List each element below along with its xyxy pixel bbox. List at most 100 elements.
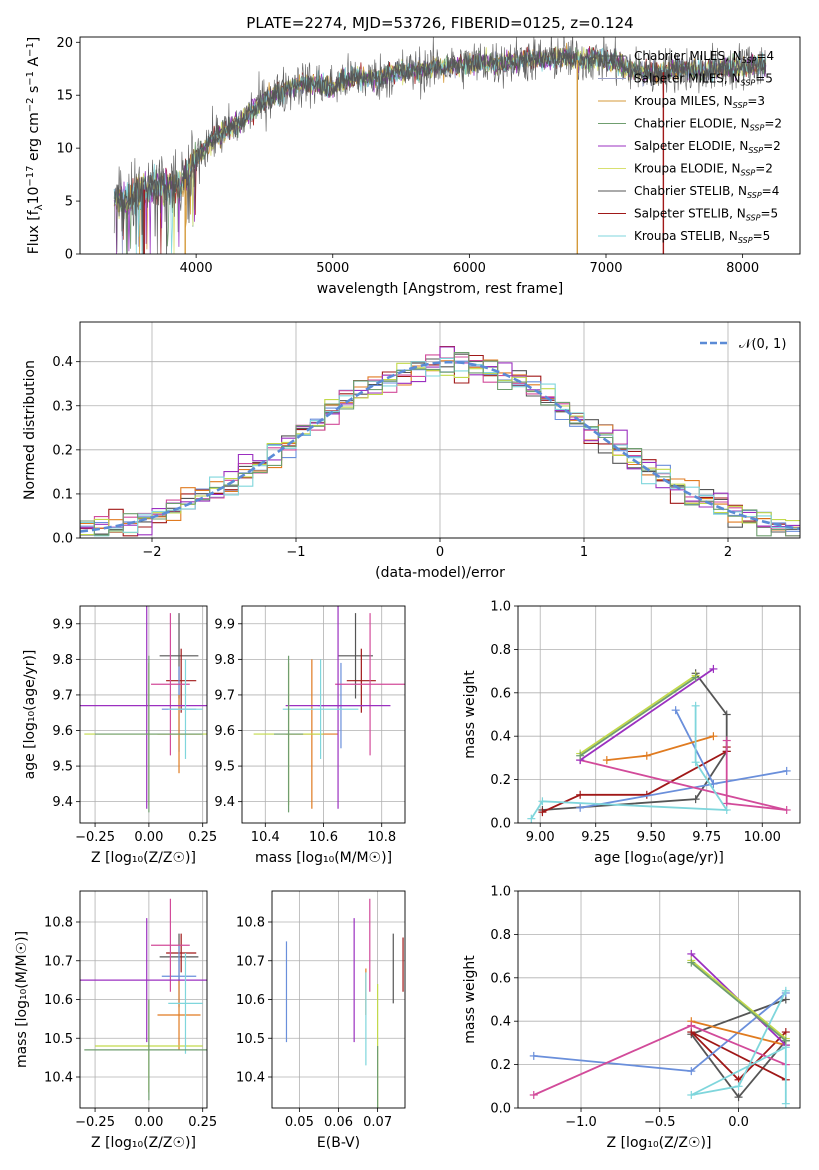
y-tick-label: 0.6 <box>490 971 511 986</box>
normal-curve <box>80 360 800 533</box>
panel-mass-vs-Z: −0.25 0.00 0.25 10.4 10.5 10.6 10.7 10.8 Z [log₁… <box>14 890 217 1151</box>
axes-frame <box>517 605 801 824</box>
legend-label-sub: SSP <box>748 146 763 155</box>
x-tick-label: 9.50 <box>637 830 666 845</box>
legend-label: Kroupa STELIB, NSSP=5 <box>634 229 770 245</box>
y-tick-label: 0.0 <box>490 817 511 832</box>
panel-weight-vs-age: 9.00 9.25 9.50 9.75 10.00 0.0 0.2 0.4 0.6 0.8 1.0 a… <box>462 600 801 866</box>
legend-label-main: Kroupa STELIB, N <box>634 229 738 243</box>
x-tick-label: −1.0 <box>565 1115 597 1130</box>
y-tick-label: 0.8 <box>490 928 511 943</box>
panel-age-vs-mass: 10.4 10.6 10.8 9.4 9.5 9.6 9.7 9.8 9.9 mass [log₁… <box>214 605 406 866</box>
y-axis-label-part: 10 <box>26 187 42 205</box>
y-tick-label: 0.2 <box>52 443 73 458</box>
x-tick-label: 9.00 <box>526 830 555 845</box>
y-tick-label: 0.4 <box>490 730 511 745</box>
legend-label-sub: SSP <box>741 169 756 178</box>
x-tick-label: 0.00 <box>134 1115 163 1130</box>
chart-title: PLATE=2274, MJD=53726, FIBERID=0125, z=0… <box>246 14 633 32</box>
x-axis-label: age [log₁₀(age/yr)] <box>594 850 724 866</box>
x-tick-label: 0.0 <box>728 1115 749 1130</box>
x-tick-label: 10.4 <box>251 830 280 845</box>
y-tick-label: 0.4 <box>52 355 73 370</box>
y-axis-label: mass [log₁₀(M/M☉)] <box>14 931 30 1068</box>
y-tick-label: 10 <box>56 142 73 157</box>
x-axis-label: Z [log₁₀(Z/Z☉)] <box>91 1135 196 1151</box>
y-tick-label: 10.5 <box>44 1032 73 1047</box>
x-axis-label: Z [log₁₀(Z/Z☉)] <box>607 1135 712 1151</box>
legend-label-sub: SSP <box>738 236 753 245</box>
legend-label: Salpeter ELODIE, NSSP=2 <box>634 139 781 155</box>
x-tick-label: 6000 <box>453 261 486 276</box>
plot-area <box>80 898 207 1101</box>
y-axis-label-part: −1 <box>25 42 36 57</box>
panel-weight-vs-Z: −1.0 −0.5 0.0 0.0 0.2 0.4 0.6 0.8 1.0 Z [log₁₀(Z/… <box>462 885 801 1151</box>
x-tick-label: 0.00 <box>134 830 163 845</box>
y-tick-label: 0.4 <box>490 1015 511 1030</box>
y-axis-label-part: λ <box>34 204 45 210</box>
x-tick-label: 0.06 <box>324 1115 353 1130</box>
weight-series <box>580 709 787 809</box>
y-tick-label: 10.6 <box>44 993 73 1008</box>
weight-series <box>579 740 787 811</box>
legend-label: Salpeter MILES, NSSP=5 <box>634 72 773 88</box>
y-tick-label: 1.0 <box>490 885 511 900</box>
panel-spectrum: 4000 5000 6000 7000 8000 0 5 10 15 20 wavelength [… <box>25 14 801 297</box>
legend-label-tail: =3 <box>747 94 765 108</box>
y-tick-label: 9.9 <box>52 617 73 632</box>
plot-area <box>113 37 767 254</box>
y-tick-label: 10.5 <box>236 1032 265 1047</box>
x-axis-label: mass [log₁₀(M/M☉)] <box>255 850 392 866</box>
y-axis-label-part: Flux [f <box>26 209 42 254</box>
y-axis-label-part: −17 <box>25 165 36 186</box>
legend-label: Chabrier STELIB, NSSP=4 <box>634 184 779 200</box>
legend-label-tail: =4 <box>756 49 774 63</box>
y-tick-label: 9.4 <box>214 795 235 810</box>
x-tick-label: −0.25 <box>75 1115 115 1130</box>
legend-label: Kroupa ELODIE, NSSP=2 <box>634 162 773 178</box>
y-tick-label: 10.6 <box>236 993 265 1008</box>
legend-label-tail: =5 <box>755 72 773 86</box>
x-tick-label: 0.25 <box>188 1115 217 1130</box>
y-axis-label-part: −1 <box>25 71 36 86</box>
x-tick-label: 0 <box>436 545 444 560</box>
legend-label-sub: SSP <box>742 56 757 65</box>
weight-series <box>579 676 697 757</box>
y-tick-label: 0 <box>65 248 73 263</box>
x-tick-label: 10.6 <box>309 830 338 845</box>
x-tick-label: −2 <box>142 545 161 560</box>
y-tick-label: 9.7 <box>214 688 235 703</box>
x-axis-label: E(B-V) <box>317 1135 360 1151</box>
axes-frame <box>517 890 801 1109</box>
legend-label-sub: SSP <box>750 124 765 133</box>
y-tick-label: 20 <box>56 36 73 51</box>
y-axis-label: Normed distribution <box>22 360 38 500</box>
legend-label-main: Chabrier MILES, N <box>634 49 742 63</box>
panel-age-vs-Z: −0.25 0.00 0.25 9.4 9.5 9.6 9.7 9.8 9.9 Z [log₁₀(… <box>22 605 217 866</box>
legend-label-sub: SSP <box>746 214 761 223</box>
legend-label-main: Kroupa MILES, N <box>634 94 733 108</box>
x-tick-label: 2 <box>724 545 732 560</box>
x-tick-label: 5000 <box>316 261 349 276</box>
legend-label-sub: SSP <box>741 79 756 88</box>
legend-label-tail: =2 <box>763 139 781 153</box>
legend-label-main: Chabrier STELIB, N <box>634 184 747 198</box>
y-tick-label: 10.7 <box>236 954 265 969</box>
x-tick-label: −0.25 <box>75 830 115 845</box>
legend-label-tail: =2 <box>755 162 773 176</box>
legend-label-sub: SSP <box>733 101 748 110</box>
y-tick-label: 0.1 <box>52 487 73 502</box>
weight-series <box>691 1020 787 1046</box>
x-tick-label: 8000 <box>726 261 759 276</box>
legend-label: Kroupa MILES, NSSP=3 <box>634 94 765 110</box>
x-tick-label: 9.25 <box>581 830 610 845</box>
x-tick-label: 0.05 <box>285 1115 314 1130</box>
legend-label-tail: =2 <box>764 117 782 131</box>
y-tick-label: 9.8 <box>52 653 73 668</box>
weight-series <box>690 1031 787 1082</box>
plot-area <box>527 664 791 823</box>
y-axis-label-part: ] <box>26 37 42 42</box>
legend-label-tail: =5 <box>753 229 771 243</box>
legend-label: Chabrier ELODIE, NSSP=2 <box>634 117 782 133</box>
